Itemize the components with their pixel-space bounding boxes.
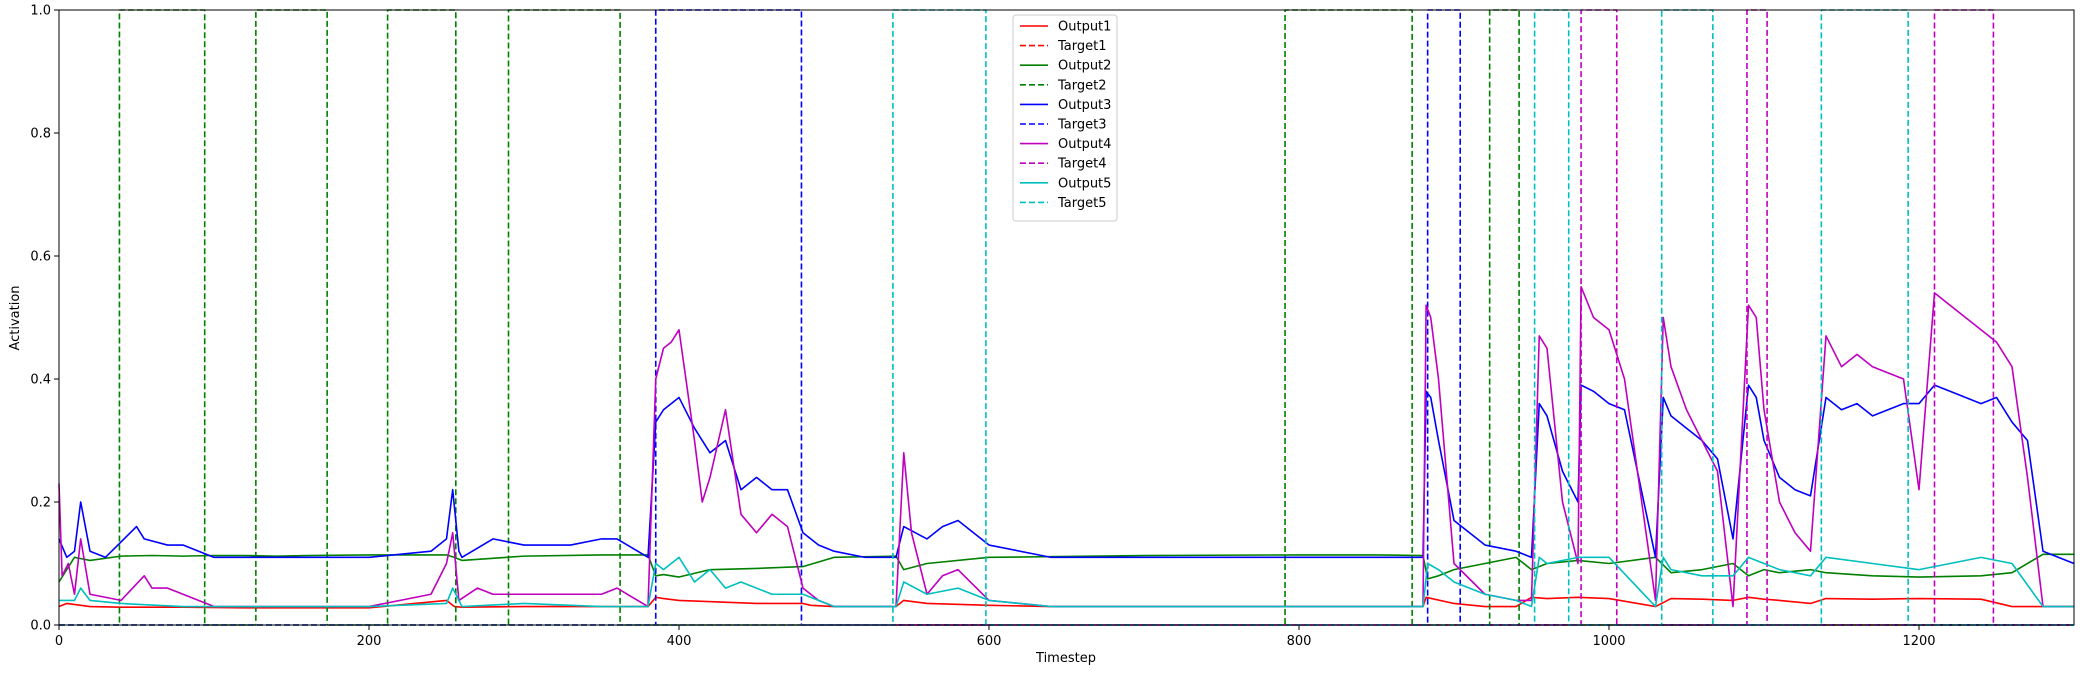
series-line-output3: [58, 384, 2075, 565]
series-line-target3: [59, 9, 2074, 626]
legend-label: Output5: [1058, 176, 1111, 191]
y-tick-label: 1.0: [30, 4, 51, 19]
legend: Output1 Target1 Output2 Target2 Output3 Targe…: [1012, 14, 1118, 222]
legend-label: Output3: [1058, 98, 1111, 113]
x-tick-label: 600: [977, 634, 1002, 649]
legend-label: Output1: [1058, 20, 1111, 35]
legend-label: Target3: [1057, 118, 1107, 133]
series-line-output2: [58, 553, 2074, 583]
x-tick-label: 400: [667, 634, 692, 649]
legend-label: Output4: [1058, 137, 1111, 152]
x-tick-label: 1000: [1592, 634, 1625, 649]
y-tick-label: 0.2: [30, 496, 51, 511]
y-axis: 0.0 0.2 0.4 0.6 0.8 1.0: [30, 4, 59, 634]
legend-label: Output2: [1058, 59, 1111, 74]
legend-box: [1012, 14, 1118, 222]
plot-frame: [58, 9, 2075, 626]
y-axis-label: Activation: [8, 285, 23, 350]
series-line-output5: [59, 556, 2074, 608]
x-tick-label: 800: [1287, 634, 1312, 649]
y-tick-label: 0.6: [30, 250, 51, 265]
x-tick-label: 200: [357, 634, 382, 649]
legend-label: Target4: [1057, 157, 1107, 172]
y-tick-label: 0.0: [30, 619, 51, 634]
legend-label: Target5: [1057, 196, 1107, 211]
x-axis: 0 200 400 600 800 1000 1200: [55, 625, 1936, 649]
y-tick-label: 0.8: [30, 127, 51, 142]
x-tick-label: 1200: [1902, 634, 1935, 649]
x-tick-label: 0: [55, 634, 63, 649]
y-tick-label: 0.4: [30, 373, 51, 388]
legend-label: Target2: [1057, 78, 1107, 93]
x-axis-label: Timestep: [1035, 651, 1096, 666]
legend-label: Target1: [1057, 39, 1107, 54]
